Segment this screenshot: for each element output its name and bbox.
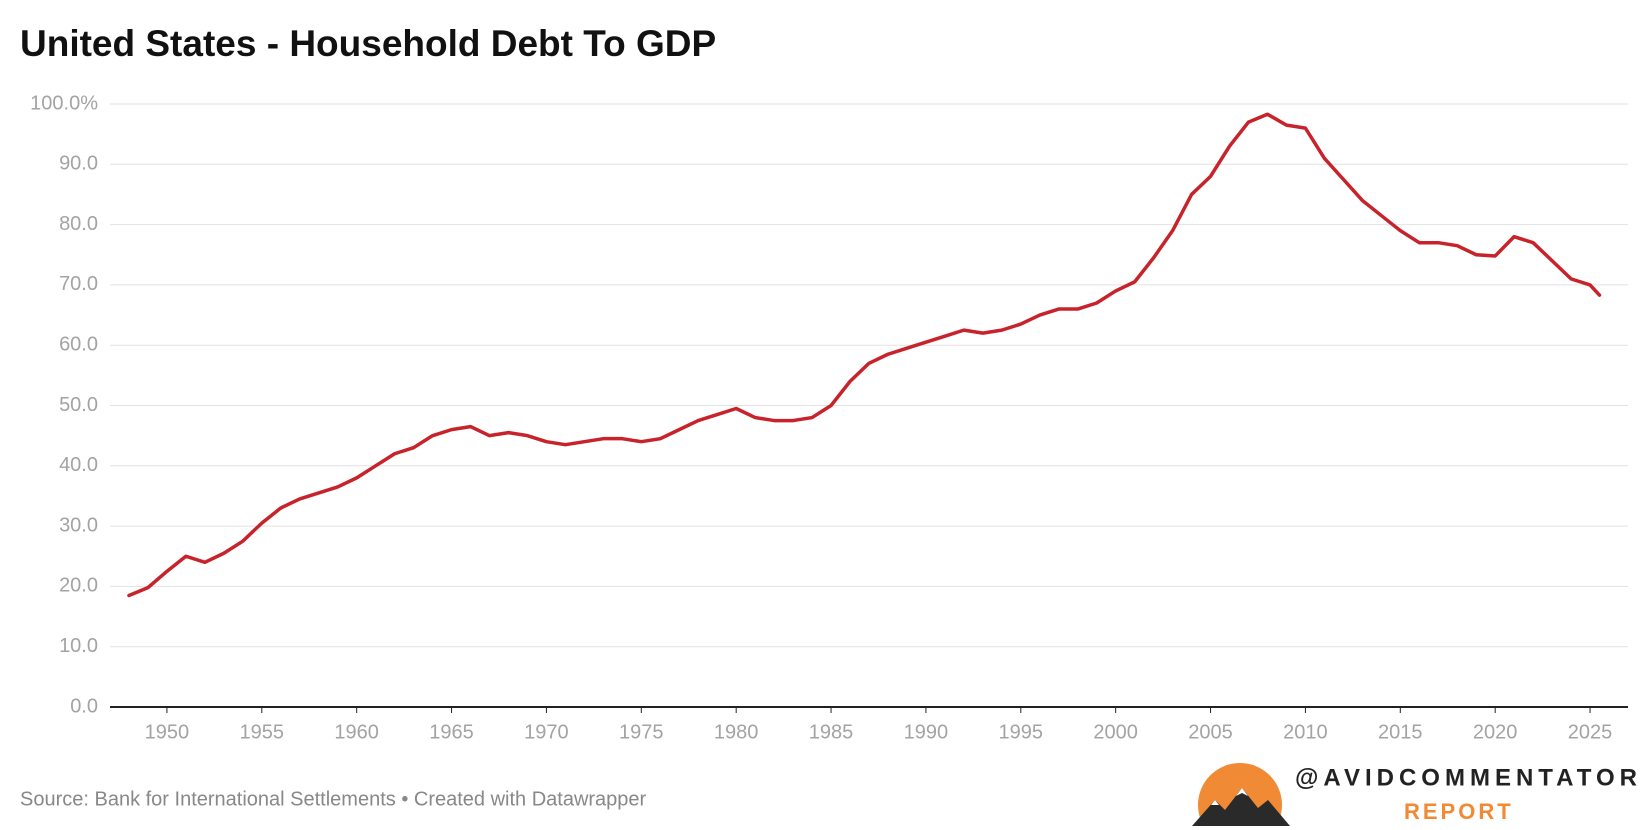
x-tick-label: 1965	[429, 721, 474, 743]
logo-mountains	[1192, 788, 1290, 826]
logo-handle: @AVIDCOMMENTATOR	[1295, 764, 1640, 791]
x-tick-label: 2000	[1093, 721, 1138, 743]
x-tick-label: 1995	[999, 721, 1044, 743]
x-tick-label: 1975	[619, 721, 664, 743]
y-tick-label: 80.0	[59, 213, 98, 235]
x-tick-label: 2025	[1568, 721, 1613, 743]
y-tick-label: 60.0	[59, 333, 98, 355]
y-tick-label: 20.0	[59, 575, 98, 597]
x-tick-label: 1950	[145, 721, 190, 743]
y-tick-label: 40.0	[59, 454, 98, 476]
x-tick-label: 2005	[1188, 721, 1233, 743]
y-tick-label: 10.0	[59, 635, 98, 657]
y-tick-label: 100.0%	[30, 92, 98, 114]
x-tick-label: 1955	[240, 721, 285, 743]
x-tick-label: 2010	[1283, 721, 1328, 743]
x-tick-label: 1990	[904, 721, 949, 743]
y-tick-label: 70.0	[59, 273, 98, 295]
y-tick-label: 90.0	[59, 153, 98, 175]
logo-text: REPORT	[1404, 799, 1514, 824]
x-tick-label: 2020	[1473, 721, 1518, 743]
data-line	[127, 112, 1602, 598]
y-tick-label: 30.0	[59, 514, 98, 536]
y-tick-label: 50.0	[59, 394, 98, 416]
chart-title: United States - Household Debt To GDP	[20, 23, 716, 64]
x-tick-label: 2015	[1378, 721, 1423, 743]
x-tick-label: 1980	[714, 721, 759, 743]
logo	[1190, 763, 1290, 830]
y-tick-label: 0.0	[70, 695, 98, 717]
x-tick-label: 1985	[809, 721, 854, 743]
x-tick-label: 1960	[334, 721, 379, 743]
logo-snow	[1211, 788, 1248, 805]
source: Source: Bank for International Settlemen…	[20, 788, 647, 810]
x-tick-label: 1970	[524, 721, 569, 743]
